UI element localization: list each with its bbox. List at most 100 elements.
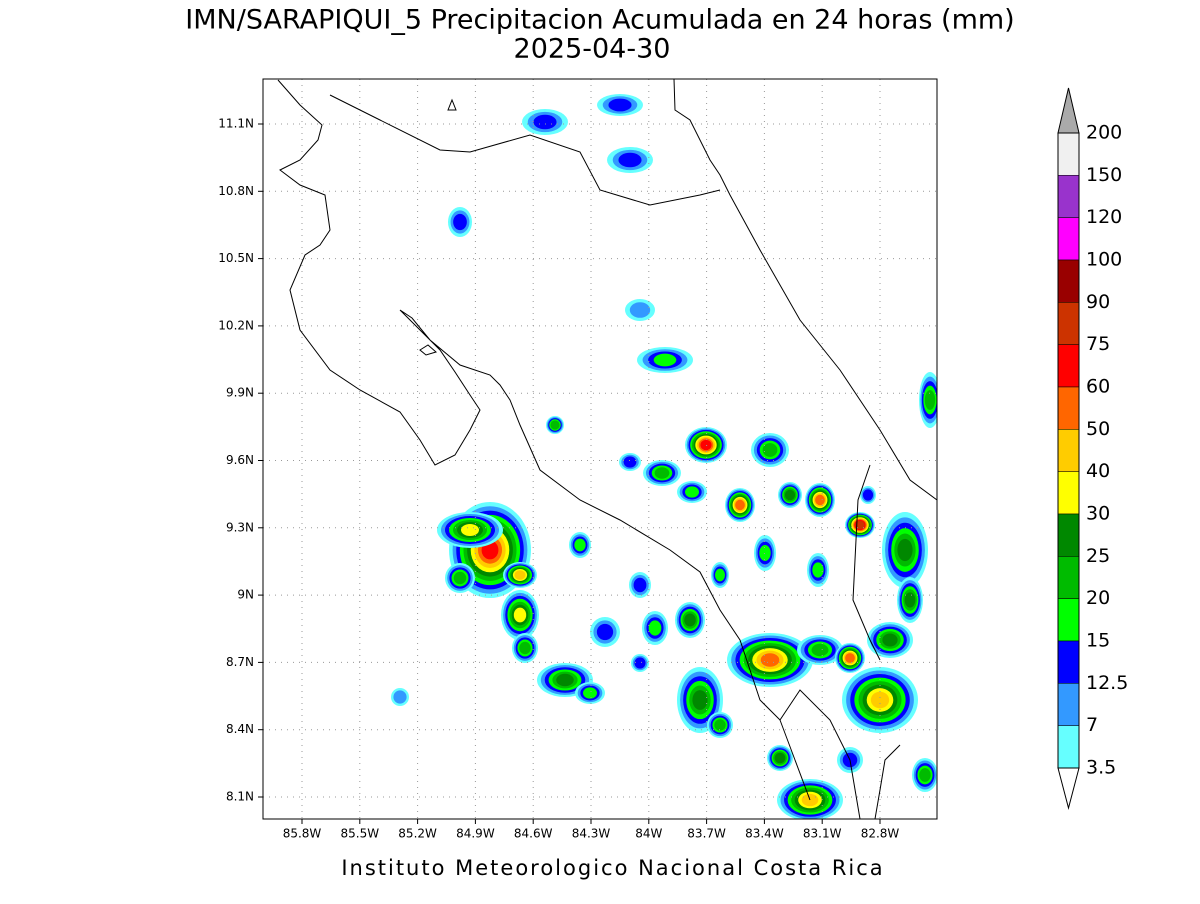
colorbar-label: 120: [1086, 206, 1122, 228]
rain-contour: [596, 623, 614, 641]
rain-contour: [904, 592, 916, 608]
rain-contour: [897, 538, 913, 562]
lon-label: 84.9W: [456, 827, 495, 841]
lat-label: 9N: [237, 588, 254, 602]
rain-contour: [815, 494, 825, 506]
rain-contour: [774, 752, 786, 764]
colorbar-box: [1057, 344, 1080, 388]
lon-label: 83.4W: [745, 827, 784, 841]
colorbar-label: 150: [1086, 164, 1122, 186]
rain-contour: [811, 643, 829, 657]
rain-contour: [533, 114, 557, 130]
colorbar-under: [1057, 767, 1080, 810]
rain-contour: [882, 633, 898, 647]
colorbar-label: 30: [1086, 503, 1110, 525]
colorbar-outline: [1057, 132, 1080, 769]
colorbar-box: [1057, 259, 1080, 303]
lat-label: 10.2N: [218, 318, 254, 332]
colorbar-box: [1057, 725, 1080, 769]
rain-contour: [684, 613, 696, 627]
lon-label: 85.2W: [398, 827, 437, 841]
colorbar-label: 200: [1086, 122, 1122, 144]
colorbar-box: [1057, 598, 1080, 642]
rain-contour: [453, 213, 467, 231]
lon-label: 82.8W: [861, 827, 900, 841]
rain-contour: [924, 390, 936, 410]
rain-contour: [461, 524, 479, 536]
colorbar-box: [1057, 175, 1080, 218]
lat-label: 9.3N: [226, 520, 254, 534]
colorbar-label: 75: [1086, 333, 1110, 355]
rain-contour: [862, 489, 874, 501]
coastlines: [277, 79, 937, 819]
lat-label: 8.4N: [226, 722, 254, 736]
rain-contour: [692, 690, 708, 710]
colorbar-label: 15: [1086, 630, 1110, 652]
rain-contour: [714, 719, 726, 731]
colorbar-label: 50: [1086, 418, 1110, 440]
rain-contour: [735, 499, 745, 511]
rain-contour: [762, 443, 778, 457]
colorbar-box: [1057, 513, 1080, 557]
footer: Instituto Meteorologico Nacional Costa R…: [341, 856, 884, 880]
lat-label: 8.7N: [226, 655, 254, 669]
colorbar-label: 60: [1086, 376, 1110, 398]
colorbar-box: [1057, 471, 1080, 515]
lat-label: 8.1N: [226, 790, 254, 804]
colorbar-box: [1057, 386, 1080, 430]
rain-contour: [845, 653, 855, 663]
rain-contour: [855, 520, 865, 530]
rain-contour: [760, 653, 780, 667]
lon-label: 84.6W: [514, 827, 553, 841]
rain-contour: [784, 489, 796, 501]
rain-contour: [715, 568, 725, 582]
date: 2025-04-30: [514, 34, 671, 65]
colorbar-box: [1057, 132, 1080, 176]
rain-contour: [648, 620, 662, 636]
grid: 85.8W 85.5W 85.2W 84.9W 84.6W 84.3W 84W 83.7W 83…: [218, 79, 937, 841]
colorbar: 200 150 120 100 90 75 60 50 40 30 25 20 15 12.5 7 3.5: [1057, 87, 1128, 810]
colorbar-label: 7: [1086, 714, 1098, 736]
lat-label: 10.8N: [218, 184, 254, 198]
lon-label: 84.3W: [572, 827, 611, 841]
rain-contour: [513, 607, 527, 623]
rain-contour: [654, 467, 670, 479]
rain-contour: [556, 673, 574, 687]
rain-contour: [812, 562, 824, 578]
rain-contour: [574, 538, 586, 552]
colorbar-over: [1057, 87, 1080, 134]
rain-contour: [700, 439, 712, 451]
rain-contour: [919, 768, 931, 782]
rain-contour: [653, 353, 677, 367]
rain-contour: [623, 456, 637, 468]
lon-label: 84W: [635, 827, 662, 841]
colorbar-label: 25: [1086, 545, 1110, 567]
lat-label: 11.1N: [218, 117, 254, 131]
rain-contour: [629, 302, 651, 318]
rain-contour: [550, 420, 560, 430]
rain-contour: [453, 571, 467, 585]
colorbar-box: [1057, 640, 1080, 684]
lat-label: 10.5N: [218, 251, 254, 265]
rain-contour: [685, 486, 699, 498]
rain-contour: [759, 545, 771, 561]
colorbar-label: 20: [1086, 587, 1110, 609]
lon-label: 83.7W: [687, 827, 726, 841]
rain-contour: [634, 657, 646, 669]
colorbar-box: [1057, 429, 1080, 472]
rain-contour: [633, 577, 647, 593]
lon-label: 85.5W: [341, 827, 380, 841]
lon-label: 85.8W: [283, 827, 322, 841]
title: IMN/SARAPIQUI_5 Precipitacion Acumulada …: [185, 5, 1014, 36]
rain-contour: [519, 641, 531, 655]
map-frame: [262, 78, 938, 820]
rain-contour: [514, 570, 526, 580]
lon-label: 83.1W: [803, 827, 842, 841]
colorbar-label: 90: [1086, 291, 1110, 313]
colorbar-label: 100: [1086, 249, 1122, 271]
colorbar-box: [1057, 683, 1080, 726]
lat-label: 9.6N: [226, 453, 254, 467]
rain-contour: [870, 691, 890, 709]
rain-contour: [608, 98, 632, 112]
